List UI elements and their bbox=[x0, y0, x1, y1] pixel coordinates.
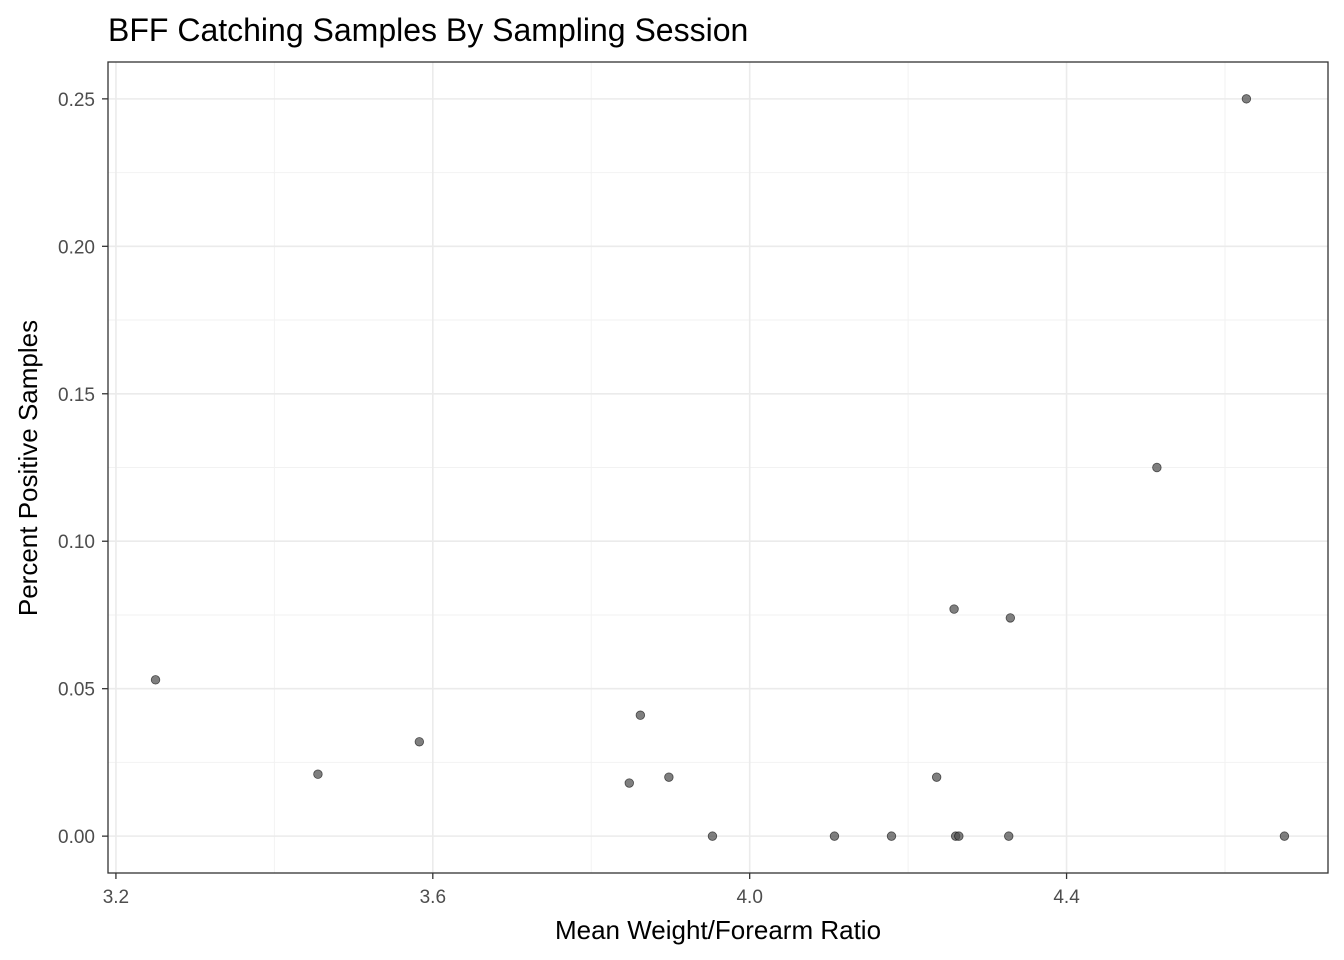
x-tick-label: 3.6 bbox=[420, 887, 446, 908]
x-tick-label: 3.2 bbox=[103, 887, 129, 908]
data-point bbox=[635, 710, 646, 720]
data-points bbox=[150, 94, 1290, 841]
x-axis: 3.2 3.6 4.0 4.4 bbox=[103, 873, 1080, 908]
y-tick-label: 0.10 bbox=[58, 532, 95, 553]
y-tick-label: 0.20 bbox=[58, 237, 95, 258]
data-point bbox=[1241, 94, 1252, 104]
x-tick-label: 4.4 bbox=[1053, 887, 1080, 908]
data-point bbox=[313, 769, 323, 779]
minor-gridlines bbox=[108, 62, 1328, 873]
y-axis: 0.00 0.05 0.10 0.15 0.20 0.25 bbox=[58, 90, 108, 848]
data-point bbox=[414, 737, 425, 747]
major-gridlines bbox=[108, 62, 1328, 873]
y-tick-label: 0.00 bbox=[58, 827, 95, 848]
data-point bbox=[954, 831, 964, 841]
x-axis-title: Mean Weight/Forearm Ratio bbox=[555, 915, 881, 945]
data-point bbox=[1004, 831, 1014, 841]
data-point bbox=[931, 772, 942, 782]
data-point bbox=[886, 831, 897, 841]
chart-title: BFF Catching Samples By Sampling Session bbox=[108, 12, 748, 48]
data-point bbox=[1005, 613, 1016, 623]
y-tick-label: 0.05 bbox=[58, 680, 95, 701]
data-point bbox=[150, 675, 161, 685]
data-point bbox=[949, 604, 959, 614]
data-point bbox=[664, 772, 674, 782]
data-point bbox=[707, 831, 718, 841]
y-tick-label: 0.15 bbox=[58, 385, 95, 406]
data-point bbox=[829, 831, 840, 841]
x-tick-label: 4.0 bbox=[736, 887, 762, 908]
data-point bbox=[1279, 831, 1290, 841]
plot-panel-border bbox=[107, 61, 1329, 874]
data-point bbox=[1152, 462, 1162, 473]
y-axis-title: Percent Positive Samples bbox=[13, 320, 43, 616]
y-tick-label: 0.25 bbox=[58, 90, 95, 111]
data-point bbox=[624, 778, 634, 788]
